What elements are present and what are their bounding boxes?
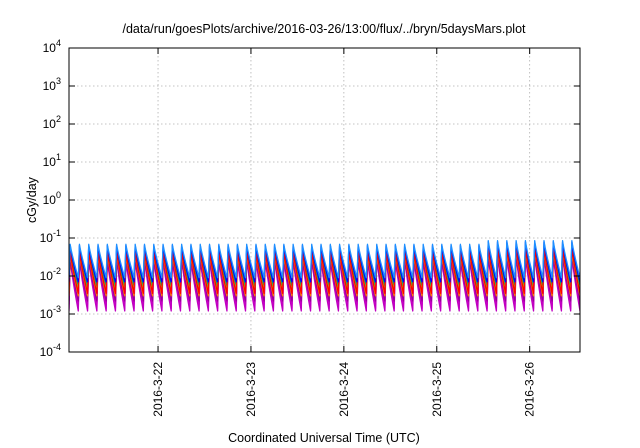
x-tick-label: 2016-3-24 (337, 362, 351, 417)
y-tick-label: 102 (43, 114, 61, 131)
x-tick-label: 2016-3-23 (244, 362, 258, 417)
x-axis-label: Coordinated Universal Time (UTC) (228, 431, 420, 445)
y-tick-label: 10-2 (40, 266, 61, 283)
y-tick-label: 103 (43, 76, 61, 93)
y-tick-label: 101 (43, 152, 61, 169)
x-tick-label: 2016-3-22 (151, 362, 165, 417)
y-tick-label: 10-3 (40, 304, 61, 321)
y-tick-label: 10-1 (40, 228, 61, 245)
chart-title: /data/run/goesPlots/archive/2016-03-26/1… (122, 22, 526, 36)
x-tick-label: 2016-3-26 (523, 362, 537, 417)
y-tick-label: 100 (43, 190, 61, 207)
x-tick-label: 2016-3-25 (430, 362, 444, 417)
x-axis: 2016-3-22 2016-3-23 2016-3-24 2016-3-25 2016… (151, 48, 537, 417)
series-line (69, 240, 580, 279)
series-layer (69, 240, 580, 312)
y-tick-label: 10-4 (40, 342, 61, 359)
grid (69, 48, 580, 352)
y-tick-label: 104 (43, 38, 61, 55)
y-axis-label: cGy/day (25, 176, 39, 223)
y-axis: 10-4 10-3 10-2 10-1 100 101 102 103 104 (40, 38, 580, 359)
